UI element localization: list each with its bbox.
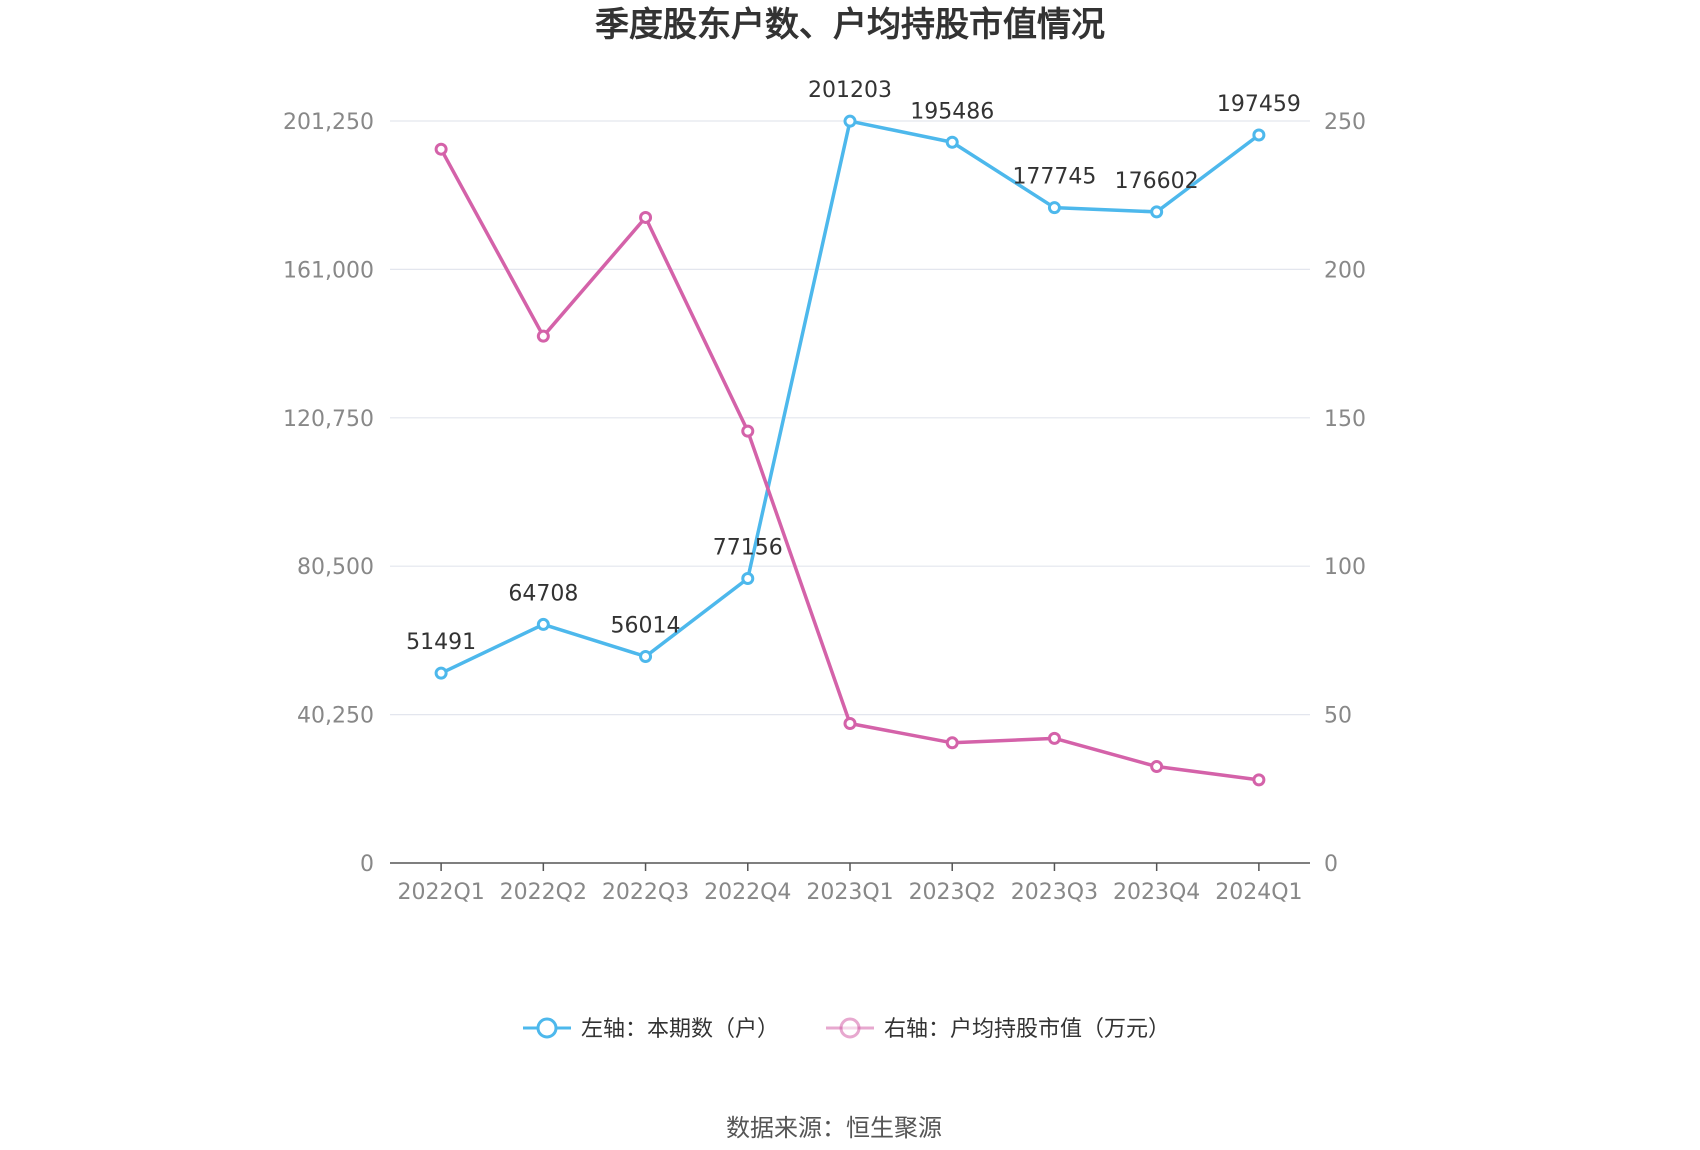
series-marker-left	[945, 135, 959, 149]
series-marker-right	[843, 717, 857, 731]
series-line-right	[439, 148, 1260, 782]
left-axis-tick-label: 201,250	[283, 110, 374, 135]
left-axis-tick-label: 80,500	[297, 555, 374, 580]
left-axis-tick-label: 0	[360, 852, 374, 877]
left-axis-tick-label: 161,000	[283, 258, 374, 283]
legend: 左轴：本期数（户） 右轴：户均持股市值（万元）	[523, 1017, 1170, 1042]
data-labels: 51491 64708 56014 77156 201203 195486 177745 17…	[406, 78, 1301, 655]
data-label: 177745	[1012, 165, 1096, 190]
data-label: 176602	[1115, 169, 1199, 194]
right-axis-tick-label: 150	[1324, 407, 1366, 432]
series-marker-left	[1150, 205, 1164, 219]
chart-title: 季度股东户数、户均持股市值情况	[595, 5, 1105, 45]
series-marker-right	[536, 329, 550, 343]
legend-item-left-series[interactable]: 左轴：本期数（户）	[523, 1017, 779, 1042]
x-axis-tick-label: 2024Q1	[1215, 880, 1302, 905]
data-label: 197459	[1217, 92, 1301, 117]
axes: 0 40,250 80,500 120,750 161,000 201,250 0 50 100…	[283, 110, 1366, 905]
series-marker-left	[1252, 128, 1266, 142]
series-marker-left	[741, 572, 755, 586]
grid	[390, 120, 1310, 716]
data-label: 56014	[611, 613, 681, 638]
x-axis-tick-label: 2023Q2	[909, 880, 996, 905]
series-layer	[434, 114, 1266, 787]
x-axis-tick-label: 2023Q4	[1113, 880, 1200, 905]
data-label: 195486	[910, 99, 994, 124]
legend-swatch-right-marker	[839, 1017, 861, 1039]
right-axis-tick-label: 0	[1324, 852, 1338, 877]
data-label: 64708	[508, 581, 578, 606]
legend-swatch-left-marker	[536, 1017, 558, 1039]
legend-label-left-series: 左轴：本期数（户）	[581, 1017, 779, 1042]
series-marker-left	[639, 649, 653, 663]
data-label: 51491	[406, 630, 476, 655]
right-axis-tick-label: 100	[1324, 555, 1366, 580]
series-marker-right	[639, 210, 653, 224]
data-source: 数据来源：恒生聚源	[726, 1114, 942, 1142]
data-label: 77156	[713, 536, 783, 561]
series-marker-left	[536, 617, 550, 631]
right-axis-tick-label: 200	[1324, 258, 1366, 283]
x-axis-tick-label: 2023Q3	[1011, 880, 1098, 905]
series-marker-right	[741, 424, 755, 438]
series-marker-right	[1047, 731, 1061, 745]
series-marker-left	[1047, 201, 1061, 215]
series-marker-right	[434, 142, 448, 156]
data-label: 201203	[808, 78, 892, 103]
series-marker-left	[434, 666, 448, 680]
legend-item-right-series[interactable]: 右轴：户均持股市值（万元）	[826, 1017, 1170, 1042]
x-axis-tick-label: 2022Q3	[602, 880, 689, 905]
left-axis-tick-label: 120,750	[283, 407, 374, 432]
series-marker-right	[945, 736, 959, 750]
right-axis-tick-label: 50	[1324, 704, 1352, 729]
series-marker-right	[1150, 760, 1164, 774]
right-axis-tick-label: 250	[1324, 110, 1366, 135]
x-axis-tick-label: 2022Q1	[397, 880, 484, 905]
series-marker-left	[843, 114, 857, 128]
x-axis-tick-label: 2022Q4	[704, 880, 791, 905]
series-marker-right	[1252, 773, 1266, 787]
legend-label-right-series: 右轴：户均持股市值（万元）	[884, 1017, 1170, 1042]
x-axis-tick-label: 2023Q1	[806, 880, 893, 905]
x-axis-tick-label: 2022Q2	[500, 880, 587, 905]
left-axis-tick-label: 40,250	[297, 704, 374, 729]
